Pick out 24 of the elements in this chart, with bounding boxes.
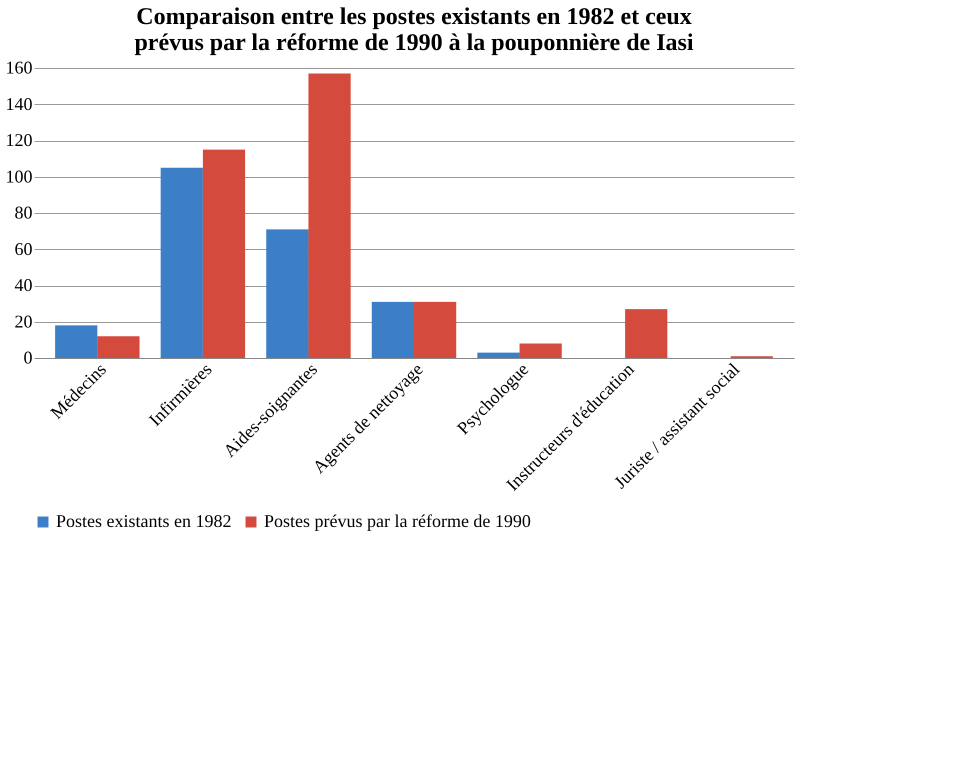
legend-label: Postes prévus par la réforme de 1990: [264, 511, 531, 531]
bar: [520, 344, 562, 358]
y-tick-label: 20: [14, 311, 32, 332]
bar: [97, 336, 140, 358]
bar: [202, 150, 246, 358]
y-tick-label: 120: [6, 130, 32, 150]
bar: [308, 73, 351, 358]
bar: [372, 302, 414, 358]
y-tick-label: 80: [14, 202, 32, 222]
legend-label: Postes existants en 1982: [56, 511, 232, 531]
bar: [266, 229, 308, 358]
bar: [160, 168, 203, 358]
y-tick-label: 100: [6, 166, 32, 186]
text: prévus par la réforme de 1990 à la pouponnière de Iasi: [134, 30, 694, 56]
bar: [414, 302, 456, 358]
y-tick-label: 40: [14, 275, 32, 295]
y-tick-label: 140: [6, 94, 32, 114]
bar: [477, 352, 520, 358]
bar: [625, 309, 668, 358]
y-tick-label: 160: [6, 58, 32, 78]
bar: [55, 325, 98, 358]
y-tick-label: 0: [24, 348, 32, 368]
text: Comparaison entre les postes existants en 1982 et ceux: [136, 4, 692, 30]
y-tick-label: 60: [14, 238, 32, 259]
